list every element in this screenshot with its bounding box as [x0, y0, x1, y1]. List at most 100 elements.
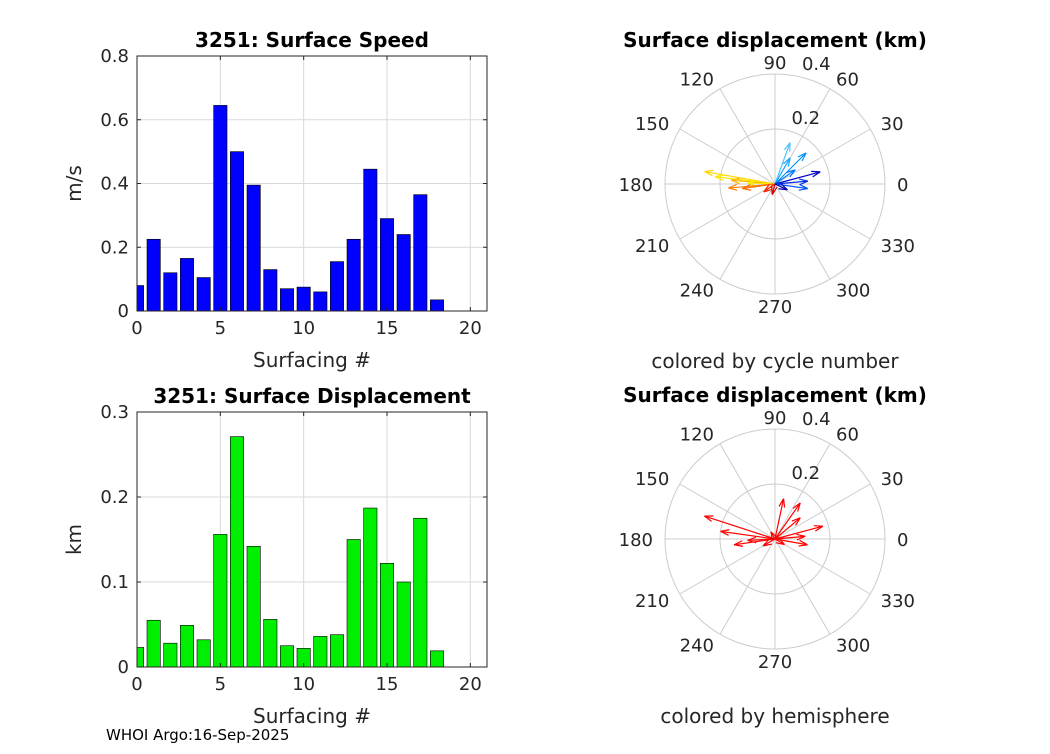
polar_hemisphere-spoke — [775, 539, 830, 634]
displacement-xtick-label: 10 — [292, 674, 315, 695]
speed-bar — [380, 219, 393, 311]
displacement-ytick-label: 0.3 — [100, 402, 129, 423]
speed-bar — [214, 105, 227, 311]
speed-bar — [314, 292, 327, 311]
displacement-bar — [364, 508, 377, 667]
polar_cycle-angle-label: 0 — [897, 175, 908, 196]
polar_cycle-angle-label: 240 — [680, 281, 714, 302]
polar_hemisphere-angle-label: 210 — [635, 591, 669, 612]
speed-title: 3251: Surface Speed — [195, 28, 429, 52]
speed-bars — [130, 105, 443, 311]
displacement-ytick-label: 0.2 — [100, 487, 129, 508]
displacement-bars — [130, 437, 443, 667]
speed-ylabel: m/s — [62, 165, 86, 202]
displacement-bar — [330, 635, 343, 667]
polar_cycle-arrow-head — [715, 175, 724, 177]
polar_cycle-angle-label: 330 — [881, 236, 915, 257]
speed-bar — [430, 300, 443, 311]
polar_hemisphere-angle-label: 0 — [897, 530, 908, 551]
speed-bar — [197, 278, 210, 311]
polar_hemisphere-angle-label: 60 — [836, 424, 859, 445]
displacement-bar — [314, 636, 327, 667]
displacement-bar — [347, 540, 360, 668]
displacement-bar — [197, 640, 210, 667]
polar_hemisphere-spoke — [680, 539, 775, 594]
polar_cycle-spoke — [680, 184, 775, 239]
displacement-bar — [147, 620, 160, 667]
polar_cycle-spoke — [775, 184, 870, 239]
polar_cycle-angle-label: 60 — [836, 69, 859, 90]
speed-bar — [414, 195, 427, 311]
displacement-bar — [380, 563, 393, 667]
polar_hemisphere-angle-label: 270 — [758, 652, 792, 673]
speed-bar — [164, 273, 177, 311]
speed-ytick-label: 0 — [118, 301, 129, 322]
speed-xlabel: Surfacing # — [253, 348, 371, 372]
speed-xtick-label: 15 — [376, 318, 399, 339]
speed-bar — [230, 152, 243, 311]
polar_cycle-angle-label: 30 — [881, 114, 904, 135]
polar_cycle-arrow-head — [772, 186, 773, 195]
speed-xtick-label: 5 — [215, 318, 226, 339]
polar_hemisphere-arrow-head — [734, 545, 743, 547]
displacement-bar — [264, 619, 277, 667]
displacement-xtick-label: 15 — [376, 674, 399, 695]
displacement-ylabel: km — [62, 524, 86, 555]
displacement-bar — [230, 437, 243, 667]
polar_hemisphere-ring-label: 0.2 — [791, 463, 820, 484]
speed-ytick-label: 0.2 — [100, 237, 129, 258]
speed-bar — [180, 258, 193, 311]
displacement-ytick-label: 0 — [118, 657, 129, 678]
polar_hemisphere-angle-label: 180 — [619, 530, 653, 551]
polar_cycle-arrow-head — [705, 170, 714, 171]
polar_hemisphere-arrow-shaft — [721, 531, 775, 539]
speed-bar — [347, 239, 360, 311]
polar_cycle-angle-label: 210 — [635, 236, 669, 257]
displacement-title: 3251: Surface Displacement — [153, 384, 471, 408]
displacement-xtick-label: 5 — [215, 674, 226, 695]
polar_cycle-ring-label: 0.4 — [802, 54, 831, 75]
displacement-bar — [214, 534, 227, 667]
polar_hemisphere-caption: colored by hemisphere — [660, 704, 889, 728]
displacement-xtick-label: 20 — [459, 674, 482, 695]
polar_hemisphere-arrow-head — [799, 545, 808, 546]
polar_cycle-spoke — [775, 129, 870, 184]
polar_hemisphere-angle-label: 300 — [836, 636, 870, 657]
speed-ytick-label: 0.6 — [100, 110, 129, 131]
displacement-xlabel: Surfacing # — [253, 704, 371, 728]
speed-bar — [330, 262, 343, 311]
displacement-xtick-label: 0 — [131, 674, 142, 695]
polar_cycle-arrow-shaft — [775, 143, 790, 184]
polar_hemisphere-angle-label: 240 — [680, 636, 714, 657]
polar_hemisphere-spoke — [775, 444, 830, 539]
footer-stamp: WHOI Argo:16-Sep-2025 — [106, 726, 289, 744]
speed-bar — [364, 169, 377, 311]
polar_hemisphere-spoke — [720, 539, 775, 634]
polar_hemisphere-ring-label: 0.4 — [802, 409, 831, 430]
polar_cycle-arrow-head — [742, 189, 751, 191]
polar_cycle-spoke — [720, 89, 775, 184]
polar_cycle-angle-label: 120 — [680, 69, 714, 90]
displacement-bar — [247, 546, 260, 667]
displacement-ytick-label: 0.1 — [100, 572, 129, 593]
polar_hemisphere-arrow-head — [814, 526, 823, 527]
polar_cycle-arrow-head — [728, 188, 737, 190]
polar_cycle-spoke — [775, 184, 830, 279]
speed-xtick-label: 0 — [131, 318, 142, 339]
polar_hemisphere-angle-label: 330 — [881, 591, 915, 612]
polar_hemisphere-arrow-head — [796, 534, 805, 536]
polar_cycle-angle-label: 300 — [836, 281, 870, 302]
polar_cycle-spoke — [720, 184, 775, 279]
speed-ytick-label: 0.4 — [100, 174, 129, 195]
polar_hemisphere-title: Surface displacement (km) — [623, 383, 927, 407]
displacement-bar — [397, 582, 410, 667]
displacement-bar — [164, 643, 177, 667]
speed-xtick-label: 20 — [459, 318, 482, 339]
polar_cycle-title: Surface displacement (km) — [623, 28, 927, 52]
polar_cycle-ring-label: 0.2 — [791, 108, 820, 129]
polar_hemisphere-angle-label: 30 — [881, 469, 904, 490]
polar_cycle-angle-label: 150 — [635, 114, 669, 135]
speed-bar — [280, 289, 293, 311]
speed-xtick-label: 10 — [292, 318, 315, 339]
